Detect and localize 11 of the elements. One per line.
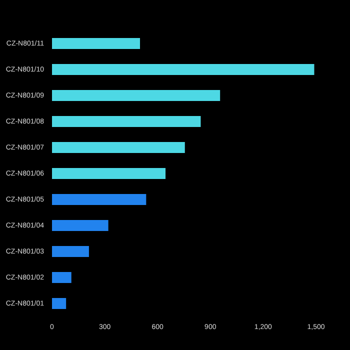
bar [52, 246, 89, 257]
bar [52, 194, 146, 205]
bar [52, 220, 108, 231]
bar [52, 298, 66, 309]
bar [52, 272, 72, 283]
bar [52, 38, 140, 49]
bar [52, 116, 201, 127]
bar [52, 168, 166, 179]
bar [52, 90, 220, 101]
bar [52, 142, 185, 153]
bar [52, 64, 314, 75]
